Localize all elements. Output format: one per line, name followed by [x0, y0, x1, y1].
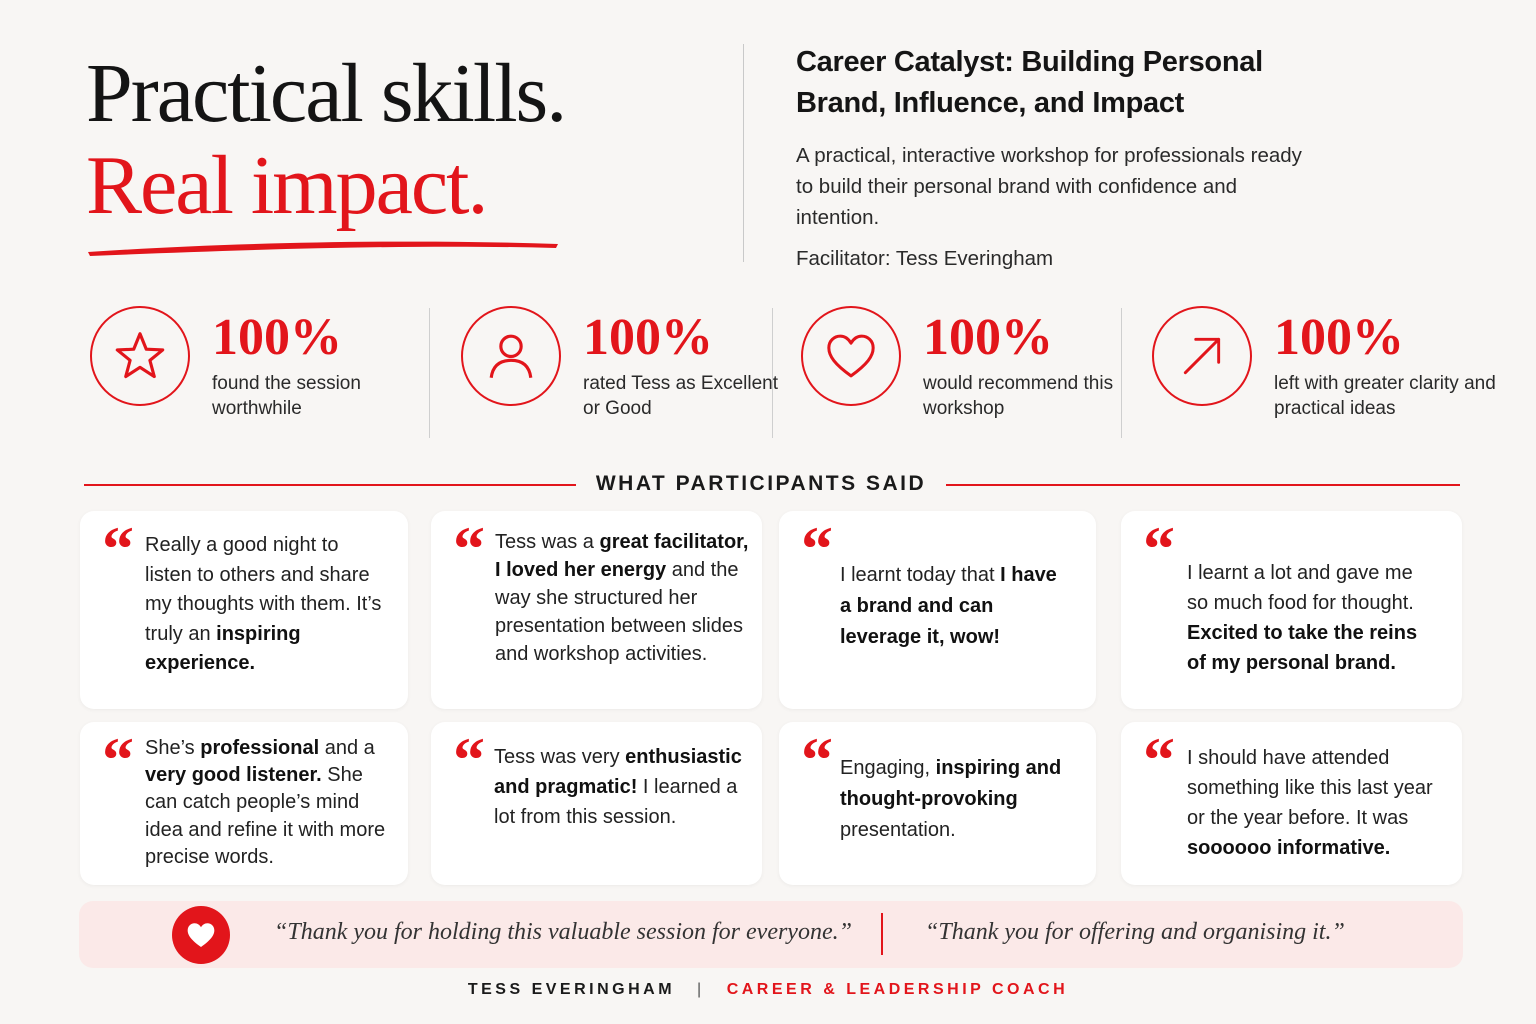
stat-label: would recommend this workshop [923, 373, 1114, 419]
workshop-description: A practical, interactive workshop for pr… [796, 144, 1302, 229]
stat-divider [1121, 308, 1122, 438]
testimonial-segment: Tess was a [495, 531, 600, 553]
testimonial-card: “ I should have attended something like … [1121, 722, 1462, 885]
heart-icon [801, 306, 901, 406]
testimonial-emphasis: inspiring and thought-provoking [840, 757, 1062, 810]
stat-label: found the session worthwhile [212, 373, 361, 419]
quote-icon: “ [1143, 724, 1175, 795]
quote-icon: “ [102, 724, 134, 795]
facilitator-name: Facilitator: Tess Everingham [796, 247, 1054, 270]
testimonial-emphasis: professional [200, 737, 320, 759]
testimonial-segment: and the way she structured her presentat… [495, 559, 743, 665]
testimonial-emphasis: I have a brand and can leverage it, wow! [840, 564, 1057, 648]
brush-underline-icon [88, 241, 558, 256]
testimonial-text: Tess was very enthusiastic and pragmatic… [494, 742, 744, 832]
testimonial-emphasis: inspiring experience. [145, 622, 301, 675]
testimonial-segment: She’s [145, 737, 201, 759]
quote-icon: “ [102, 513, 134, 584]
quote-icon: “ [1143, 513, 1175, 584]
testimonial-text: Tess was a great facilitator, I loved he… [495, 528, 753, 668]
testimonial-emphasis: enthusiastic and pragmatic! [494, 746, 742, 798]
section-title: WHAT PARTICIPANTS SAID [595, 472, 927, 495]
testimonial-emphasis: very good listener. [145, 764, 322, 787]
testimonial-segment: presentation. [840, 819, 956, 841]
testimonial-text: Engaging, inspiring and thought-provokin… [840, 753, 1070, 846]
stat-value: 100% [583, 309, 713, 366]
footer-separator: | [697, 981, 705, 998]
testimonial-card: “ She’s professional and a very good lis… [80, 722, 408, 885]
person-icon [461, 306, 561, 406]
thank-you-quote: “Thank you for offering and organising i… [925, 919, 1345, 945]
stat-divider [429, 308, 430, 438]
testimonial-text: I learnt a lot and gave me so much food … [1187, 558, 1427, 678]
arrow-up-right-icon [1152, 306, 1252, 406]
testimonial-segment: Engaging, [840, 757, 936, 779]
thank-you-quote: “Thank you for holding this valuable ses… [274, 919, 852, 945]
header-divider [743, 44, 744, 262]
testimonial-text: I learnt today that I have a brand and c… [840, 560, 1060, 653]
testimonial-card: “ Tess was very enthusiastic and pragmat… [431, 722, 762, 885]
hero-headline-line2: Real impact. [86, 139, 489, 232]
stat-label: left with greater clarity and practical … [1274, 373, 1496, 419]
stat-value: 100% [923, 309, 1053, 366]
testimonial-card: “ Engaging, inspiring and thought-provok… [779, 722, 1096, 885]
testimonial-text: I should have attended something like th… [1187, 743, 1437, 863]
footer: TESS EVERINGHAM | CAREER & LEADERSHIP COAC… [0, 981, 1536, 999]
section-rule-left [84, 484, 576, 486]
quote-icon: “ [801, 724, 833, 795]
testimonial-segment: Tess was very [494, 746, 626, 768]
section-rule-right [946, 484, 1460, 486]
testimonial-segment: I learnt today that [840, 564, 1001, 586]
testimonial-segment: I learned a lot from this session. [494, 776, 738, 828]
testimonial-segment: I should have attended something like th… [1187, 747, 1433, 829]
testimonial-card: “ I learnt a lot and gave me so much foo… [1121, 511, 1462, 709]
footer-role: CAREER & LEADERSHIP COACH [726, 981, 1069, 998]
testimonial-text: Really a good night to listen to others … [145, 531, 385, 679]
workshop-intro: Career Catalyst: Building Personal Brand… [796, 42, 1316, 271]
testimonial-card: “ Really a good night to listen to other… [80, 511, 408, 709]
testimonial-segment: Really a good night to listen to others … [145, 534, 382, 645]
stat-value: 100% [1274, 309, 1404, 366]
star-icon [90, 306, 190, 406]
hero-headline-line1: Practical skills. [86, 47, 567, 140]
quote-icon: “ [453, 724, 485, 795]
testimonial-card: “ I learnt today that I have a brand and… [779, 511, 1096, 709]
footer-name: TESS EVERINGHAM [467, 981, 676, 998]
testimonial-segment: I learnt a lot and gave me so much food … [1187, 562, 1414, 614]
quote-icon: “ [453, 513, 485, 584]
heart-icon [172, 906, 230, 964]
stat-label: rated Tess as Excellent or Good [583, 373, 779, 419]
stat-divider [772, 308, 773, 438]
band-divider [881, 913, 883, 955]
testimonial-segment: She can catch people’s mind idea and ref… [145, 764, 386, 868]
testimonial-emphasis: great facilitator, I loved her energy [495, 531, 749, 581]
testimonial-segment: and a [319, 737, 375, 759]
thank-you-band: “Thank you for holding this valuable ses… [79, 901, 1463, 968]
testimonial-emphasis: Excited to take the reins of my personal… [1187, 622, 1418, 674]
hero: Practical skills. Real impact. [86, 47, 706, 256]
stat-value: 100% [212, 309, 342, 366]
workshop-title: Career Catalyst: Building Personal Brand… [796, 46, 1263, 119]
testimonial-card: “ Tess was a great facilitator, I loved … [431, 511, 762, 709]
quote-icon: “ [801, 513, 833, 584]
testimonial-text: She’s professional and a very good liste… [145, 735, 395, 871]
testimonial-emphasis: soooooo informative. [1187, 837, 1391, 859]
